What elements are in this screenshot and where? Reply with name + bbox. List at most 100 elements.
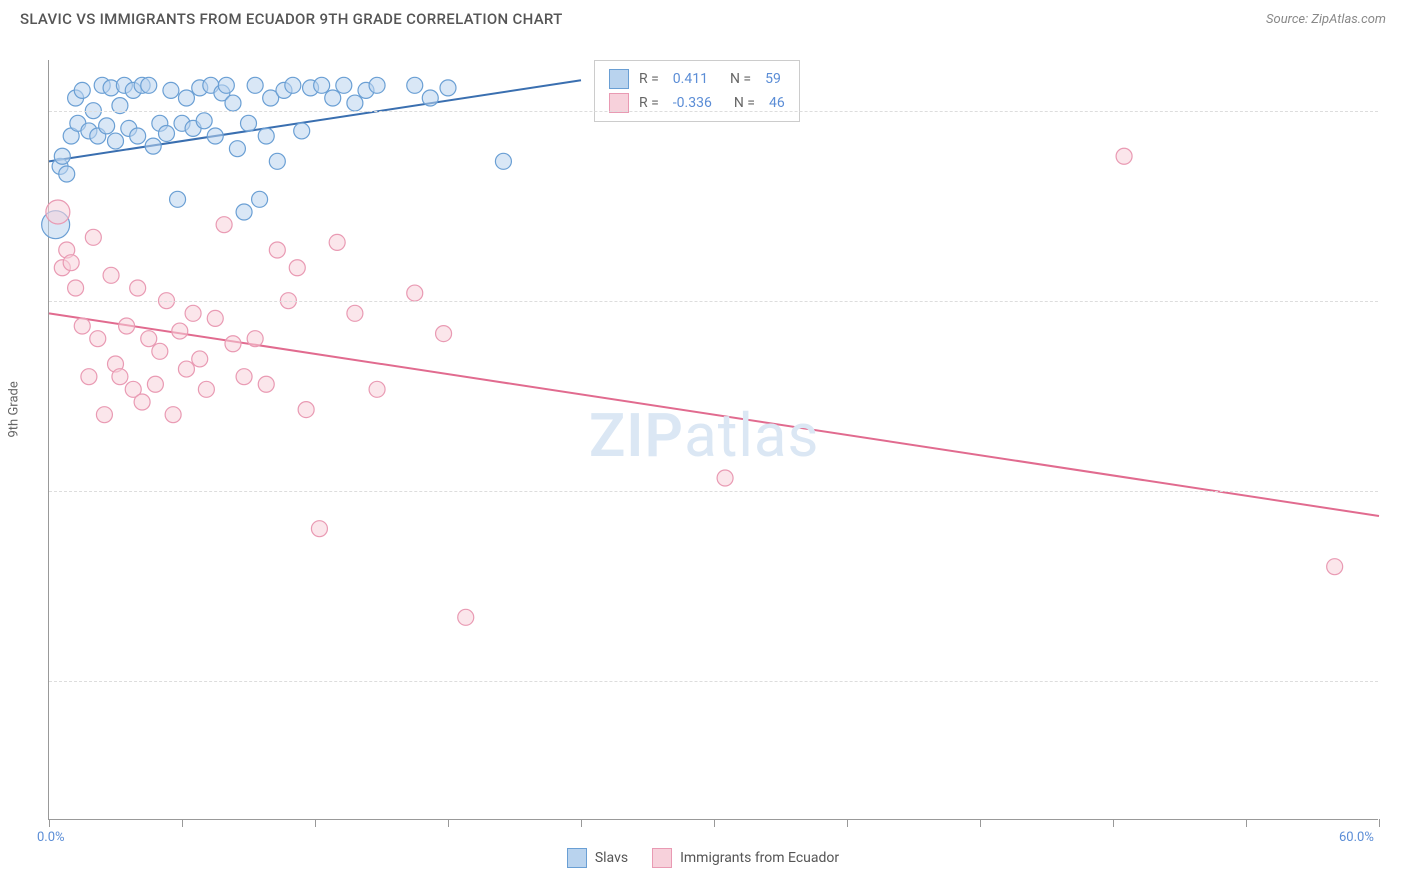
scatter-point (314, 77, 330, 93)
scatter-point (196, 113, 212, 129)
bottom-swatch-slavs (567, 848, 587, 868)
scatter-point (336, 77, 352, 93)
scatter-point (458, 609, 474, 625)
scatter-point (178, 90, 194, 106)
scatter-point (178, 361, 194, 377)
x-tick (1246, 819, 1247, 827)
scatter-point (74, 82, 90, 98)
scatter-point (225, 95, 241, 111)
chart-title: SLAVIC VS IMMIGRANTS FROM ECUADOR 9TH GR… (20, 10, 563, 28)
scatter-point (74, 318, 90, 334)
scatter-point (298, 402, 314, 418)
scatter-point (289, 260, 305, 276)
scatter-point (258, 376, 274, 392)
scatter-point (96, 407, 112, 423)
x-tick (847, 819, 848, 827)
scatter-point (1327, 559, 1343, 575)
x-tick (714, 819, 715, 827)
legend-swatch-slavs (609, 69, 629, 89)
scatter-point (218, 77, 234, 93)
legend-row-slavs: R = 0.411 N = 59 (609, 67, 785, 91)
scatter-point (247, 331, 263, 347)
bottom-swatch-ecuador (652, 848, 672, 868)
scatter-point (108, 133, 124, 149)
x-tick (980, 819, 981, 827)
scatter-point (119, 318, 135, 334)
scatter-point (225, 336, 241, 352)
scatter-point (81, 369, 97, 385)
scatter-point (407, 77, 423, 93)
x-tick (315, 819, 316, 827)
scatter-point (269, 153, 285, 169)
scatter-point (311, 521, 327, 537)
gridline (49, 301, 1378, 302)
bottom-legend: Slavs Immigrants from Ecuador (0, 848, 1406, 868)
scatter-point (241, 115, 257, 131)
scatter-point (247, 77, 263, 93)
scatter-svg (49, 60, 1378, 819)
scatter-point (145, 138, 161, 154)
x-tick (182, 819, 183, 827)
scatter-point (152, 343, 168, 359)
scatter-point (216, 217, 232, 233)
y-axis-label: 9th Grade (7, 381, 22, 437)
scatter-point (90, 331, 106, 347)
scatter-point (440, 80, 456, 96)
scatter-point (495, 153, 511, 169)
scatter-point (192, 351, 208, 367)
scatter-point (285, 77, 301, 93)
chart-plot-area: ZIPatlas R = 0.411 N = 59 R = -0.336 N =… (48, 60, 1378, 820)
scatter-point (269, 242, 285, 258)
scatter-point (46, 200, 70, 224)
x-tick (1379, 819, 1380, 827)
scatter-point (112, 369, 128, 385)
scatter-point (236, 369, 252, 385)
scatter-point (229, 141, 245, 157)
scatter-point (252, 191, 268, 207)
chart-header: SLAVIC VS IMMIGRANTS FROM ECUADOR 9TH GR… (0, 0, 1406, 28)
scatter-point (158, 125, 174, 141)
x-tick (448, 819, 449, 827)
x-tick-label: 0.0% (37, 830, 65, 845)
scatter-point (147, 376, 163, 392)
scatter-point (163, 82, 179, 98)
scatter-point (207, 310, 223, 326)
scatter-point (258, 128, 274, 144)
scatter-point (207, 128, 223, 144)
scatter-point (1116, 148, 1132, 164)
scatter-point (134, 394, 150, 410)
scatter-point (422, 90, 438, 106)
correlation-legend: R = 0.411 N = 59 R = -0.336 N = 46 (594, 60, 800, 122)
scatter-point (130, 280, 146, 296)
gridline (49, 111, 1378, 112)
scatter-point (85, 229, 101, 245)
scatter-point (165, 407, 181, 423)
scatter-point (294, 123, 310, 139)
scatter-point (54, 148, 70, 164)
chart-source: Source: ZipAtlas.com (1266, 12, 1386, 27)
scatter-point (170, 191, 186, 207)
x-tick (49, 819, 50, 827)
scatter-point (436, 326, 452, 342)
x-tick-label: 60.0% (1339, 830, 1374, 845)
scatter-point (407, 285, 423, 301)
scatter-point (172, 323, 188, 339)
x-tick (581, 819, 582, 827)
x-tick (1113, 819, 1114, 827)
scatter-point (325, 90, 341, 106)
scatter-point (68, 280, 84, 296)
scatter-point (717, 470, 733, 486)
scatter-point (347, 95, 363, 111)
scatter-point (369, 381, 385, 397)
scatter-point (141, 331, 157, 347)
scatter-point (141, 77, 157, 93)
scatter-point (236, 204, 252, 220)
scatter-point (99, 118, 115, 134)
gridline (49, 681, 1378, 682)
scatter-point (369, 77, 385, 93)
scatter-point (103, 267, 119, 283)
scatter-point (347, 305, 363, 321)
bottom-legend-slavs: Slavs (567, 848, 628, 868)
scatter-point (198, 381, 214, 397)
scatter-point (59, 166, 75, 182)
